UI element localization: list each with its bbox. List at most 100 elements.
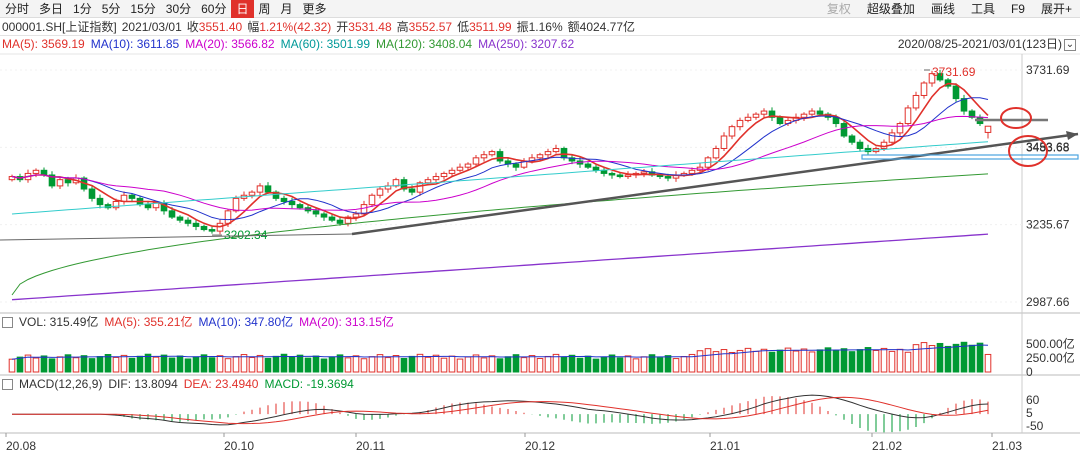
volume-bar [456, 358, 464, 373]
price-tick-label: 3235.67 [1026, 218, 1070, 232]
indicator-label: DEA: 23.4940 [183, 377, 259, 391]
volume-bar [248, 357, 256, 373]
candle-body [336, 219, 344, 224]
volume-bar [88, 358, 96, 373]
timeframe-tab-1[interactable]: 多日 [39, 2, 64, 16]
indicator-label: MA(10): 347.80亿 [198, 315, 294, 329]
date-tick-label: 20.11 [356, 439, 385, 453]
volume-bar [272, 355, 280, 373]
date-tick-label: 21.01 [710, 439, 740, 453]
volume-bar [400, 357, 408, 373]
volume-bar [464, 356, 472, 373]
volume-bar [504, 356, 512, 373]
candle-body [600, 169, 608, 174]
candle-body [664, 176, 672, 179]
volume-bar [656, 357, 664, 373]
candle-body [104, 204, 112, 209]
toolbar-item-0[interactable]: 复权 [826, 2, 851, 16]
candle-body [296, 204, 304, 209]
toggle-checkbox[interactable] [2, 317, 13, 329]
volume-bar [936, 342, 944, 373]
volume-bar [976, 342, 984, 373]
volume-bar [392, 355, 400, 373]
volume-bar [512, 354, 520, 373]
amplitude-label: 振 [516, 20, 529, 34]
range-expand-icon[interactable]: ⌄ [1064, 38, 1076, 51]
timeframe-tab-6[interactable]: 60分 [201, 2, 227, 16]
low-label: 低 [457, 20, 470, 34]
volume-bar [648, 354, 656, 373]
open-value: 3531.48 [348, 20, 392, 34]
toolbar-item-4[interactable]: F9 [1010, 2, 1025, 16]
volume-bar [616, 357, 624, 373]
toolbar-item-3[interactable]: 工具 [970, 2, 995, 16]
highlight-circle [1000, 107, 1032, 129]
timeframe-tab-2[interactable]: 1分 [73, 2, 92, 16]
volume-bar [384, 357, 392, 373]
timeframe-tab-9[interactable]: 月 [280, 2, 293, 16]
right-price-annotation: 3453.68 [1026, 140, 1070, 154]
amount-value: 4024.77亿 [579, 20, 636, 34]
candle-body [584, 163, 592, 168]
timeframe-toolbar: 分时 多日 1分 5分 15分 30分 60分日周月更多 复权 超级叠加 画线 工具 F9 展开+ [0, 0, 1080, 18]
volume-bar [160, 354, 168, 373]
timeframe-tab-7[interactable]: 日 [231, 0, 254, 18]
timeframe-tab-5[interactable]: 30分 [165, 2, 192, 16]
volume-bar [912, 344, 920, 373]
candle-body [128, 194, 136, 199]
high-annotation: 3731.69 [932, 65, 976, 79]
volume-bar [368, 356, 376, 373]
ma5-line [11, 82, 989, 228]
high-value: 3552.57 [408, 20, 453, 34]
timeframe-tab-10[interactable]: 更多 [302, 2, 327, 16]
amplitude-value: 1.16% [528, 20, 563, 34]
candle-body [720, 135, 728, 149]
volume-bar [472, 354, 480, 373]
volume-bars [8, 341, 992, 373]
toolbar-item-5[interactable]: 展开+ [1040, 2, 1072, 16]
volume-header: VOL: 315.49亿 MA(5): 355.21亿 MA(10): 347.80… [0, 315, 400, 330]
volume-bar [760, 348, 768, 373]
candle-body [464, 163, 472, 168]
volume-bar [48, 358, 56, 373]
timeframe-tab-3[interactable]: 5分 [101, 2, 121, 16]
candle-body [200, 225, 208, 231]
candle-body [480, 154, 488, 159]
ma120-line [11, 173, 989, 296]
timeframe-tab-0[interactable]: 分时 [5, 2, 30, 16]
high-label: 高 [396, 20, 409, 34]
macd-tick-label: 5 [1026, 406, 1033, 420]
candle-body [568, 157, 576, 162]
toolbar-item-2[interactable]: 画线 [930, 2, 955, 16]
candle-body [264, 185, 272, 193]
toolbar-item-1[interactable]: 超级叠加 [866, 2, 915, 16]
candle-body [496, 151, 504, 162]
quote-date: 2021/03/01 [121, 20, 182, 34]
candle-body [968, 110, 976, 118]
volume-bar [104, 354, 112, 373]
volume-bar [896, 348, 904, 373]
candle-body [256, 185, 264, 193]
support-band-drawing [861, 154, 1079, 160]
candle-body [232, 197, 240, 212]
toggle-checkbox[interactable] [2, 379, 13, 391]
dea-line [12, 396, 989, 425]
volume-bar [688, 353, 696, 373]
date-tick-label: 21.03 [992, 439, 1022, 453]
volume-bar [704, 348, 712, 373]
timeframe-tab-4[interactable]: 15分 [130, 2, 156, 16]
volume-bar [240, 354, 248, 373]
candle-body [800, 113, 808, 118]
volume-bar [440, 357, 448, 373]
candle-body [848, 135, 856, 143]
date-range[interactable]: 2020/08/25-2021/03/01(123日) ⌄ [898, 36, 1076, 53]
volume-bar [680, 356, 688, 373]
volume-bar [344, 357, 352, 373]
volume-bar [72, 357, 80, 373]
timeframe-tab-8[interactable]: 周 [258, 2, 271, 16]
candle-body [888, 132, 896, 143]
candle-body [376, 188, 384, 196]
indicator-label: MACD: -19.3694 [264, 377, 354, 391]
candle-body [856, 141, 864, 149]
